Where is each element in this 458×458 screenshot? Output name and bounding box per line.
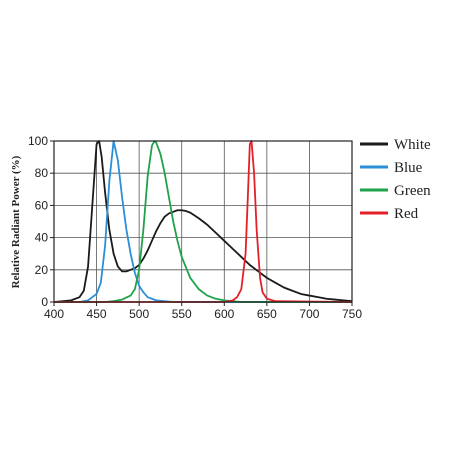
y-tick-label-80: 80: [35, 166, 49, 180]
series-line-red: [54, 140, 353, 303]
legend-item-blue: Blue: [360, 160, 423, 176]
legend-label-red: Red: [394, 206, 419, 222]
legend-label-blue: Blue: [394, 160, 423, 176]
x-tick-label-400: 400: [44, 307, 64, 321]
legend-item-green: Green: [360, 183, 431, 199]
plot-frame: [53, 140, 353, 303]
x-tick-label-700: 700: [299, 307, 319, 321]
x-tick-label-600: 600: [214, 307, 234, 321]
tick-labels: 400 450 500 550 600 650 700 750 0 20 40 60 80 100: [28, 134, 362, 321]
grid: [54, 141, 352, 302]
x-tick-label-550: 550: [172, 307, 192, 321]
y-tick-label-20: 20: [35, 263, 49, 277]
y-tick-label-100: 100: [28, 134, 48, 148]
axes: [50, 140, 353, 306]
series-line-green: [54, 140, 352, 303]
legend-label-white: White: [394, 137, 431, 153]
series-line-blue: [54, 140, 352, 303]
y-tick-label-0: 0: [41, 295, 48, 309]
x-tick-label-650: 650: [257, 307, 277, 321]
x-tick-label-450: 450: [87, 307, 107, 321]
series-line-white: [53, 140, 353, 303]
legend-item-white: White: [360, 137, 431, 153]
legend-item-red: Red: [360, 206, 419, 222]
x-tick-label-750: 750: [342, 307, 362, 321]
y-tick-label-60: 60: [35, 198, 49, 212]
y-axis-label: Relative Radiant Power (%): [10, 155, 22, 288]
legend-label-green: Green: [394, 183, 431, 199]
x-tick-label-500: 500: [129, 307, 149, 321]
y-tick-label-40: 40: [35, 231, 49, 245]
series-lines: [53, 140, 353, 303]
legend: White Blue Green Red: [360, 137, 431, 222]
